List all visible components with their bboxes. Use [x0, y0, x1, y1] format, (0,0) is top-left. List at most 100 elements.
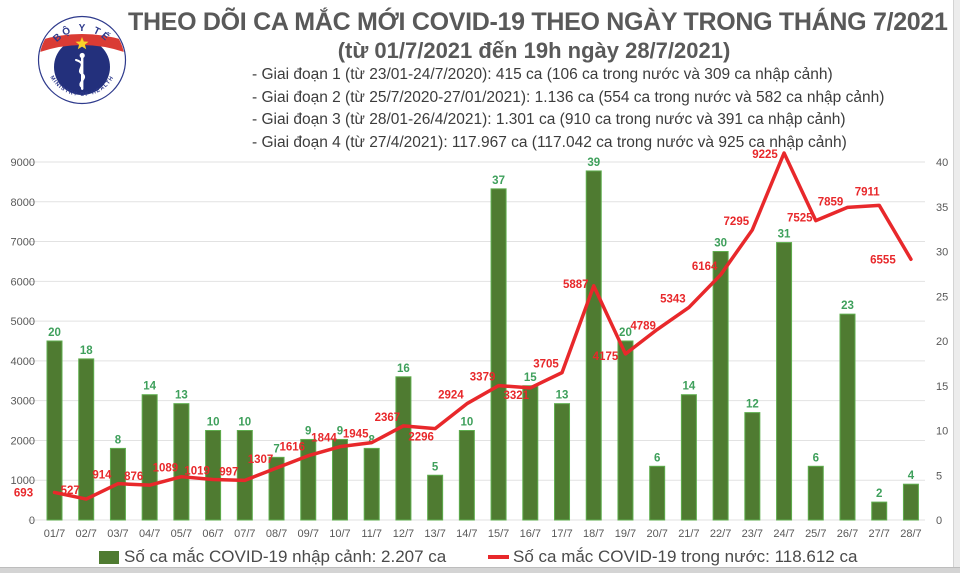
line-label-16/7: 3321	[504, 390, 530, 402]
bar-label-20/7: 6	[654, 452, 660, 464]
imported-bar-swatch-icon	[99, 550, 119, 564]
left-axis-tick: 2000	[11, 435, 35, 447]
line-label-05/7: 1089	[153, 463, 179, 475]
bar-21/7	[680, 394, 697, 521]
bar-09/7	[300, 438, 317, 521]
x-axis-tick: 22/7	[710, 528, 731, 540]
bar-label-01/7: 20	[48, 327, 61, 339]
bar-label-08/7: 7	[273, 443, 279, 455]
x-axis-tick: 21/7	[678, 528, 699, 540]
right-axis-tick: 20	[936, 336, 948, 348]
bar-label-03/7: 8	[115, 434, 122, 446]
line-label-01/7: 693	[14, 487, 33, 499]
bar-label-06/7: 10	[207, 417, 220, 429]
right-edge-strip	[953, 0, 960, 573]
bar-01/7	[46, 340, 63, 521]
bar-label-27/7: 2	[876, 488, 882, 500]
bar-label-11/7: 8	[368, 434, 375, 446]
left-axis-tick: 6000	[11, 276, 35, 288]
right-axis-tick: 0	[936, 515, 942, 527]
x-axis-tick: 04/7	[139, 528, 160, 540]
domestic-line-swatch-icon	[488, 555, 509, 559]
line-label-14/7: 2924	[438, 390, 464, 402]
bar-10/7	[331, 438, 348, 521]
legend-imported-label: Số ca mắc COVID-19 nhập cảnh: 2.207 ca	[124, 547, 447, 566]
bar-24/7	[776, 242, 793, 521]
bar-label-17/7: 13	[556, 390, 569, 402]
line-label-13/7: 2296	[408, 432, 434, 444]
bar-15/7	[490, 188, 507, 521]
bar-20/7	[649, 465, 666, 521]
left-axis-tick: 1000	[11, 475, 35, 487]
right-axis-tick: 35	[936, 202, 948, 214]
bar-label-15/7: 37	[492, 175, 505, 187]
bar-label-12/7: 16	[397, 363, 410, 375]
bar-label-10/7: 9	[337, 425, 343, 437]
right-axis-tick: 25	[936, 291, 948, 303]
right-axis-tick: 40	[936, 157, 948, 169]
left-axis-tick: 5000	[11, 316, 35, 328]
line-label-25/7: 7525	[787, 213, 813, 225]
chart-legend: Số ca mắc COVID-19 nhập cảnh: 2.207 ca S…	[0, 545, 954, 567]
bar-16/7	[522, 385, 539, 521]
logo-star-icon	[75, 37, 89, 50]
x-axis-tick: 17/7	[551, 528, 572, 540]
bar-label-18/7: 39	[587, 157, 600, 169]
line-label-23/7: 7295	[724, 216, 750, 228]
bar-label-26/7: 23	[841, 300, 854, 312]
phase-line-4: - Giai đoạn 4 (từ 27/4/2021): 117.967 ca…	[252, 133, 847, 151]
line-label-12/7: 2367	[375, 412, 401, 424]
line-label-18/7: 5887	[563, 279, 589, 291]
left-axis-tick: 3000	[11, 396, 35, 408]
legend-item-domestic: Số ca mắc COVID-19 trong nước: 118.612 c…	[488, 547, 857, 567]
domestic-cases-line	[52, 151, 913, 501]
line-label-03/7: 914	[92, 470, 112, 482]
x-axis-tick: 20/7	[646, 528, 667, 540]
bar-06/7	[205, 430, 222, 521]
bar-23/7	[744, 412, 761, 521]
right-axis-tick: 10	[936, 426, 948, 438]
header: THEO DÕI CA MẮC MỚI COVID-19 THEO NGÀY T…	[128, 8, 948, 64]
page-title: THEO DÕI CA MẮC MỚI COVID-19 THEO NGÀY T…	[128, 8, 948, 36]
line-label-22/7: 6164	[692, 261, 718, 273]
bar-label-09/7: 9	[305, 425, 311, 437]
right-axis-tick: 5	[936, 470, 942, 482]
x-axis-tick: 23/7	[742, 528, 763, 540]
bar-label-02/7: 18	[80, 345, 93, 357]
bar-label-22/7: 30	[714, 238, 727, 250]
bar-12/7	[395, 376, 412, 521]
x-axis-tick: 09/7	[298, 528, 319, 540]
bar-26/7	[839, 313, 856, 521]
left-axis-tick: 7000	[11, 237, 35, 249]
bar-label-14/7: 10	[460, 417, 473, 429]
left-axis-tick: 8000	[11, 197, 35, 209]
bar-07/7	[236, 430, 253, 521]
x-axis-tick: 19/7	[615, 528, 636, 540]
x-axis-tick: 25/7	[805, 528, 826, 540]
bar-05/7	[173, 403, 190, 521]
x-axis-tick: 11/7	[361, 528, 382, 540]
x-axis-tick: 24/7	[773, 528, 794, 540]
x-axis-tick: 15/7	[488, 528, 509, 540]
x-axis-tick: 03/7	[107, 528, 128, 540]
bar-label-04/7: 14	[143, 381, 156, 393]
x-axis-tick: 08/7	[266, 528, 287, 540]
line-label-10/7: 1844	[311, 433, 337, 445]
line-label-07/7: 997	[219, 466, 238, 478]
bar-label-21/7: 14	[683, 381, 696, 393]
legend-domestic-label: Số ca mắc COVID-19 trong nước: 118.612 c…	[513, 547, 858, 566]
legend-item-imported: Số ca mắc COVID-19 nhập cảnh: 2.207 ca	[99, 547, 446, 567]
line-label-04/7: 876	[124, 471, 143, 483]
x-axis-tick: 12/7	[393, 528, 414, 540]
ministry-of-health-logo: BỘ Y TẾ MINISTRY OF HEALTH	[37, 15, 127, 105]
line-label-09/7: 1616	[279, 442, 305, 454]
bar-label-13/7: 5	[432, 461, 439, 473]
bar-label-25/7: 6	[813, 452, 819, 464]
x-axis-tick: 10/7	[329, 528, 350, 540]
bar-label-24/7: 31	[778, 229, 791, 241]
bar-label-28/7: 4	[908, 470, 915, 482]
bar-label-07/7: 10	[238, 417, 251, 429]
line-label-21/7: 5343	[660, 293, 686, 305]
x-axis-tick: 05/7	[171, 528, 192, 540]
